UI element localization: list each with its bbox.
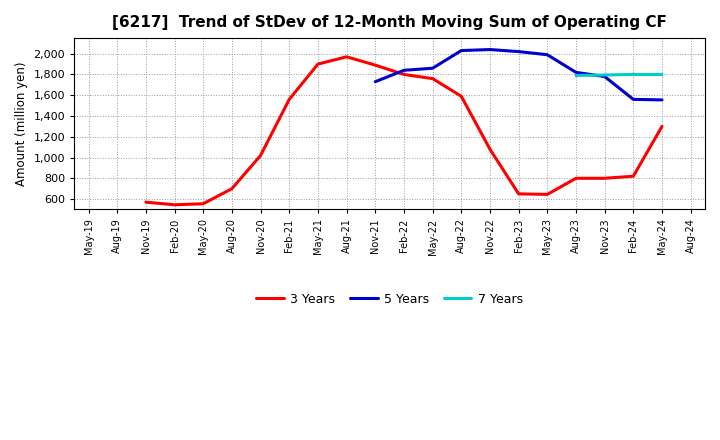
3 Years xyxy=(428,76,437,81)
3 Years xyxy=(142,200,150,205)
3 Years xyxy=(543,192,552,197)
5 Years xyxy=(514,49,523,54)
5 Years xyxy=(572,70,580,75)
5 Years xyxy=(457,48,466,53)
Line: 7 Years: 7 Years xyxy=(576,74,662,76)
3 Years xyxy=(256,153,265,158)
5 Years xyxy=(629,97,638,102)
3 Years xyxy=(285,97,294,102)
3 Years xyxy=(657,124,666,129)
7 Years xyxy=(572,73,580,78)
7 Years xyxy=(629,72,638,77)
3 Years xyxy=(514,191,523,197)
3 Years xyxy=(400,72,408,77)
5 Years xyxy=(543,52,552,57)
3 Years xyxy=(342,54,351,59)
3 Years xyxy=(485,147,494,152)
3 Years xyxy=(199,201,207,206)
5 Years xyxy=(371,79,379,84)
3 Years xyxy=(457,94,466,99)
Legend: 3 Years, 5 Years, 7 Years: 3 Years, 5 Years, 7 Years xyxy=(251,288,528,311)
5 Years xyxy=(485,47,494,52)
7 Years xyxy=(657,72,666,77)
7 Years xyxy=(600,72,609,77)
3 Years xyxy=(314,62,323,67)
Line: 3 Years: 3 Years xyxy=(146,57,662,205)
3 Years xyxy=(170,202,179,207)
3 Years xyxy=(629,174,638,179)
3 Years xyxy=(600,176,609,181)
5 Years xyxy=(657,97,666,103)
5 Years xyxy=(600,74,609,79)
3 Years xyxy=(572,176,580,181)
3 Years xyxy=(371,62,379,68)
Y-axis label: Amount (million yen): Amount (million yen) xyxy=(15,62,28,186)
5 Years xyxy=(400,68,408,73)
5 Years xyxy=(428,66,437,71)
3 Years xyxy=(228,186,236,191)
Title: [6217]  Trend of StDev of 12-Month Moving Sum of Operating CF: [6217] Trend of StDev of 12-Month Moving… xyxy=(112,15,667,30)
Line: 5 Years: 5 Years xyxy=(375,50,662,100)
